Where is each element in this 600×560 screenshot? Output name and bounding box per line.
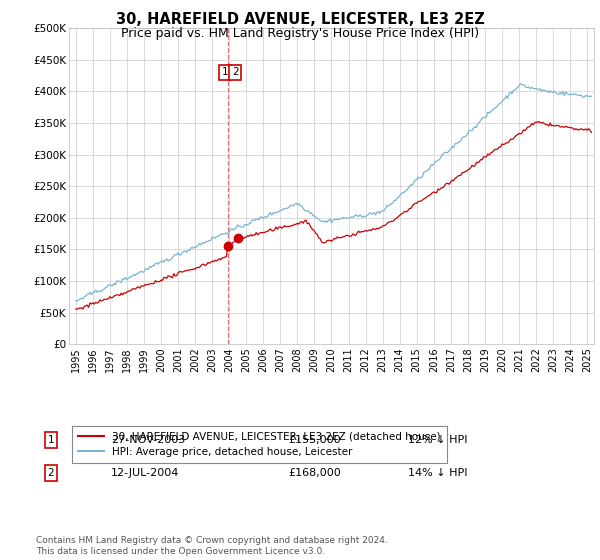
Legend: 30, HAREFIELD AVENUE, LEICESTER, LE3 2EZ (detached house), HPI: Average price, d: 30, HAREFIELD AVENUE, LEICESTER, LE3 2EZ… (71, 426, 447, 463)
Text: Contains HM Land Registry data © Crown copyright and database right 2024.
This d: Contains HM Land Registry data © Crown c… (36, 536, 388, 556)
Text: £168,000: £168,000 (288, 468, 341, 478)
Text: Price paid vs. HM Land Registry's House Price Index (HPI): Price paid vs. HM Land Registry's House … (121, 27, 479, 40)
Text: 1: 1 (47, 435, 55, 445)
Text: £155,000: £155,000 (288, 435, 341, 445)
Text: 1: 1 (221, 67, 228, 77)
Text: 2: 2 (47, 468, 55, 478)
Text: 12-JUL-2004: 12-JUL-2004 (111, 468, 179, 478)
Text: 27-NOV-2003: 27-NOV-2003 (111, 435, 185, 445)
Text: 12% ↓ HPI: 12% ↓ HPI (408, 435, 467, 445)
Text: 2: 2 (232, 67, 239, 77)
Text: 14% ↓ HPI: 14% ↓ HPI (408, 468, 467, 478)
Text: 30, HAREFIELD AVENUE, LEICESTER, LE3 2EZ: 30, HAREFIELD AVENUE, LEICESTER, LE3 2EZ (116, 12, 484, 27)
